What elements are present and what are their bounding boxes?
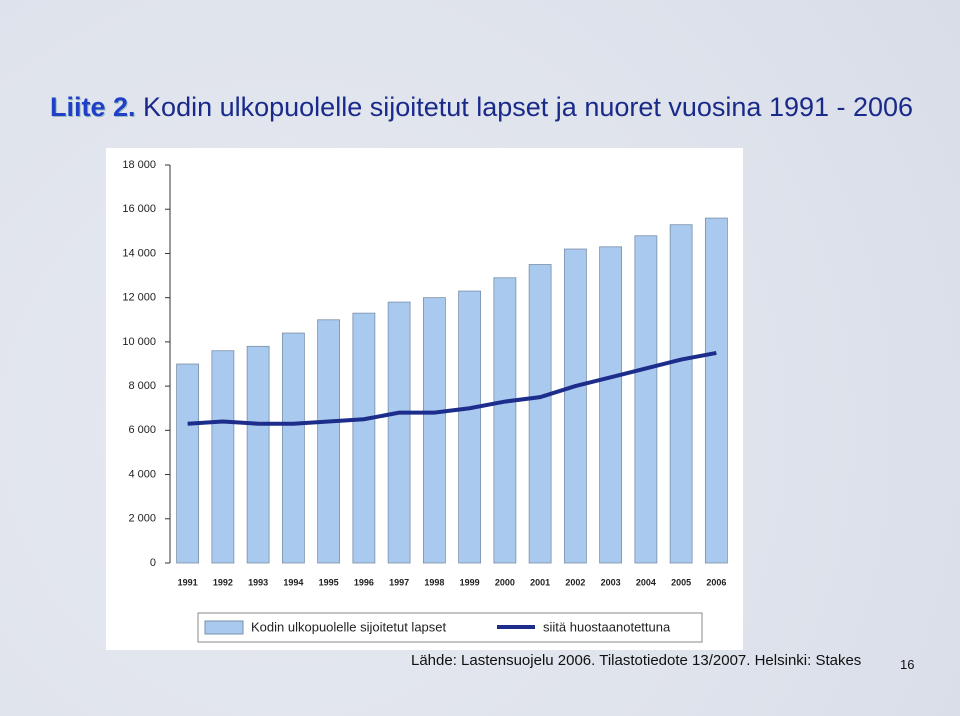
- y-tick-label: 8 000: [128, 380, 156, 392]
- x-tick-label: 1995: [319, 577, 339, 587]
- x-tick-label: 2006: [706, 577, 726, 587]
- legend-label: siitä huostaanotettuna: [543, 619, 671, 634]
- x-tick-label: 2004: [636, 577, 656, 587]
- bar: [387, 301, 411, 564]
- bar: [458, 290, 482, 564]
- x-tick-label: 1997: [389, 577, 409, 587]
- x-tick-label: 1994: [283, 577, 303, 587]
- bar: [246, 345, 270, 564]
- x-tick-label: 1998: [424, 577, 444, 587]
- y-tick-label: 12 000: [122, 292, 156, 304]
- source: Lähde: Lastensuojelu 2006. Tilastotiedot…: [411, 652, 862, 669]
- y-tick-label: 2 000: [128, 513, 156, 525]
- x-tick-label: 1992: [213, 577, 233, 587]
- x-tick-label: 2002: [565, 577, 585, 587]
- y-tick-label: 0: [150, 557, 156, 569]
- chart: 0 2 000 4 000 6 000 8 000 10 000 12 000 14 000 1…: [106, 148, 743, 650]
- legend-swatch: [204, 620, 244, 635]
- x-tick-label: 1999: [460, 577, 480, 587]
- bar: [669, 224, 693, 564]
- bar: [352, 312, 376, 564]
- x-tick-label: 2005: [671, 577, 691, 587]
- slide-label: Liite 2.: [50, 92, 136, 122]
- title-text: Kodin ulkopuolelle sijoitetut lapset ja …: [143, 92, 914, 122]
- x-tick-label: 1993: [248, 577, 268, 587]
- bar: [634, 235, 658, 564]
- slide-title: Liite 2. Kodin ulkopuolelle sijoitetut l…: [50, 92, 913, 123]
- bar: [281, 332, 305, 564]
- y-tick-label: 18 000: [122, 159, 156, 171]
- bar: [704, 217, 728, 564]
- y-tick-label: 16 000: [122, 203, 156, 215]
- y-tick-label: 4 000: [128, 468, 156, 480]
- x-tick-label: 2003: [601, 577, 621, 587]
- legend-label: Kodin ulkopuolelle sijoitetut lapset: [251, 619, 447, 634]
- x-tick-label: 2000: [495, 577, 515, 587]
- bar: [599, 246, 623, 564]
- bar: [422, 297, 446, 564]
- bar: [176, 363, 200, 564]
- x-tick-label: 1996: [354, 577, 374, 587]
- y-tick-label: 14 000: [122, 247, 156, 259]
- bar: [563, 248, 587, 564]
- line: [187, 350, 717, 426]
- page-number: 16: [900, 657, 915, 672]
- bar: [493, 277, 517, 564]
- bar: [528, 264, 552, 564]
- x-tick-label: 2001: [530, 577, 550, 587]
- bar: [211, 350, 235, 564]
- x-tick-label: 1991: [178, 577, 198, 587]
- y-tick-label: 10 000: [122, 336, 156, 348]
- bar: [317, 319, 341, 564]
- legend-box: [197, 612, 703, 643]
- y-tick-label: 6 000: [128, 424, 156, 436]
